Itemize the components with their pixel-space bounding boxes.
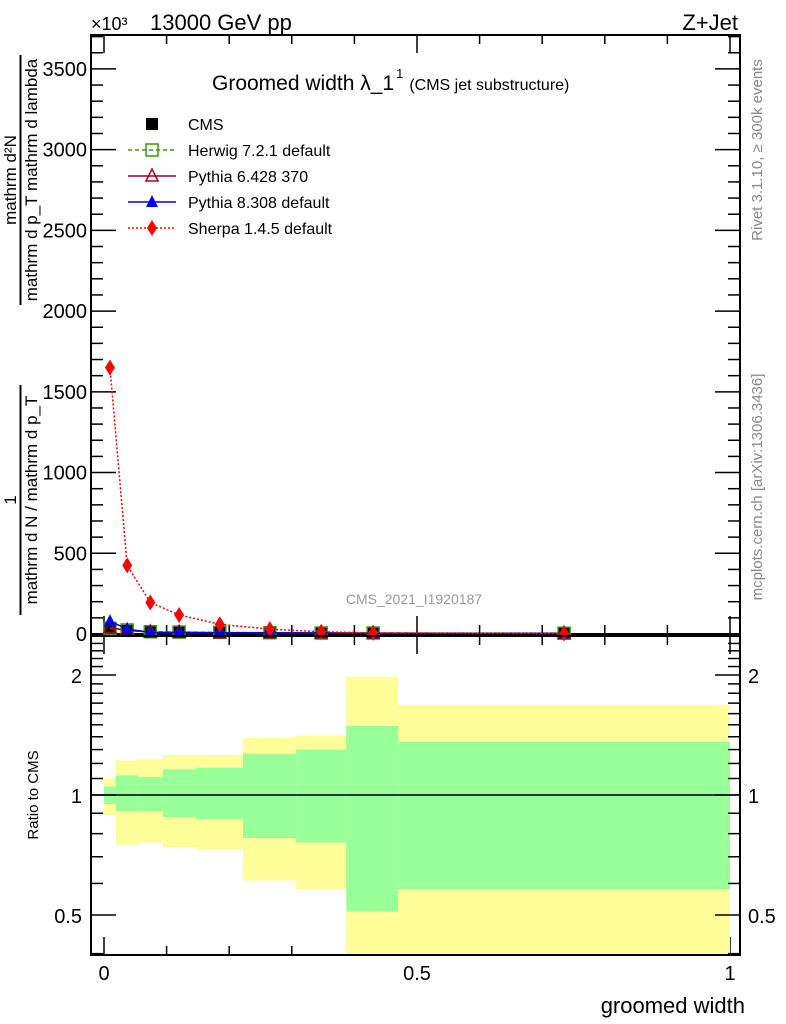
y-label-num1: 1 bbox=[1, 495, 20, 504]
y-tick-label: 500 bbox=[54, 543, 87, 565]
legend-label-pythia-8-308-default: Pythia 8.308 default bbox=[188, 195, 330, 212]
data-point-sherpa-1-4-5-default bbox=[174, 606, 185, 623]
y-label-den2: mathrm d p_T mathrm d lambda bbox=[22, 58, 41, 301]
y-tick-label: 2500 bbox=[43, 220, 88, 242]
legend-label-herwig-7-2-1-default: Herwig 7.2.1 default bbox=[188, 143, 331, 160]
series-line-sherpa-1-4-5-default bbox=[109, 367, 565, 635]
ratio-band-inner bbox=[296, 749, 347, 843]
ratio-y-tick-label: 0.5 bbox=[54, 906, 82, 928]
rivet-label: Rivet 3.1.10, ≥ 300k events bbox=[749, 59, 766, 241]
data-point-sherpa-1-4-5-default bbox=[145, 594, 156, 611]
ratio-band-inner bbox=[162, 769, 197, 818]
data-point-pythia-8-308-default bbox=[144, 625, 157, 638]
ratio-y-tick-label: 2 bbox=[71, 666, 82, 688]
y-label-den1: mathrm d N / mathrm d p_T bbox=[22, 396, 41, 605]
data-point-pythia-6-428-370 bbox=[102, 618, 118, 634]
chart-title-sup: 1 bbox=[396, 66, 403, 81]
legend-marker-herwig-7-2-1-default bbox=[145, 143, 159, 157]
ratio-panel: 0 0.5 1 0.5 0.5 1 1 2 2 bbox=[54, 635, 776, 985]
legend-marker-cms bbox=[146, 118, 158, 130]
data-point-sherpa-1-4-5-default bbox=[559, 625, 570, 642]
legend-label-sherpa-1-4-5-default: Sherpa 1.4.5 default bbox=[188, 221, 333, 238]
legend-marker-sherpa-1-4-5-default bbox=[147, 220, 157, 236]
legend: CMS Herwig 7.2.1 default Pythia 6.428 370 P… bbox=[128, 117, 333, 238]
y-axis-label: mathrm d²N mathrm d p_T mathrm d lambda … bbox=[1, 55, 41, 615]
ratio-y-tick-label-right: 1 bbox=[748, 786, 759, 808]
y-tick-label: 0 bbox=[76, 624, 87, 646]
x-tick-label: 0 bbox=[98, 963, 109, 985]
y-tick-label: 2000 bbox=[43, 301, 88, 323]
ratio-band-inner bbox=[242, 753, 297, 839]
ratio-band-inner bbox=[398, 741, 730, 890]
chart-subtitle: (CMS jet substructure) bbox=[409, 77, 569, 94]
y-tick-label: 1000 bbox=[43, 463, 88, 485]
legend-label-pythia-6-428-370: Pythia 6.428 370 bbox=[188, 169, 308, 186]
ratio-y-tick-label-right: 2 bbox=[748, 666, 759, 688]
main-frame bbox=[90, 34, 741, 635]
y-multiplier: ×10³ bbox=[91, 14, 128, 34]
y-tick-label: 3000 bbox=[43, 140, 88, 162]
data-point-sherpa-1-4-5-default bbox=[214, 616, 225, 633]
x-tick-label: 0.5 bbox=[403, 963, 431, 985]
ratio-band-inner bbox=[196, 767, 243, 820]
legend-label-cms: CMS bbox=[188, 117, 224, 134]
y-tick-label: 1500 bbox=[43, 382, 88, 404]
x-axis-label: groomed width bbox=[601, 993, 745, 1018]
data-point-pythia-8-308-default bbox=[173, 625, 186, 638]
data-point-pythia-8-308-default bbox=[103, 614, 116, 627]
chart-title: Groomed width λ_1 bbox=[212, 72, 394, 95]
ratio-y-label: Ratio to CMS bbox=[25, 750, 42, 839]
y-label-num2: mathrm d²N bbox=[1, 135, 20, 225]
watermark: CMS_2021_I1920187 bbox=[346, 591, 482, 607]
ratio-band-inner bbox=[346, 725, 399, 912]
energy-label: 13000 GeV pp bbox=[150, 10, 292, 35]
y-tick-label: 3500 bbox=[43, 59, 88, 81]
mcplots-label: mcplots.cern.ch [arXiv:1306.3436] bbox=[749, 374, 766, 601]
legend-marker-pythia-8-308-default bbox=[146, 195, 158, 207]
ratio-y-tick-label-right: 0.5 bbox=[748, 906, 776, 928]
ratio-band-inner bbox=[115, 775, 138, 812]
data-point-sherpa-1-4-5-default bbox=[122, 557, 133, 574]
process-label: Z+Jet bbox=[682, 10, 738, 35]
data-point-sherpa-1-4-5-default bbox=[104, 359, 115, 376]
data-point-pythia-8-308-default bbox=[121, 622, 134, 635]
ratio-band-inner bbox=[137, 776, 163, 812]
x-tick-label: 1 bbox=[724, 963, 735, 985]
data-point-sherpa-1-4-5-default bbox=[264, 621, 275, 638]
legend-marker-pythia-6-428-370 bbox=[144, 167, 160, 182]
ratio-y-tick-label: 1 bbox=[71, 786, 82, 808]
